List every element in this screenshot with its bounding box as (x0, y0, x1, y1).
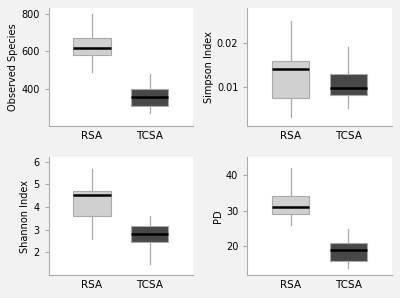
PathPatch shape (272, 60, 309, 97)
PathPatch shape (330, 243, 367, 260)
Y-axis label: Observed Species: Observed Species (8, 23, 18, 111)
PathPatch shape (330, 74, 367, 95)
PathPatch shape (73, 38, 110, 55)
PathPatch shape (131, 226, 168, 242)
Y-axis label: Shannon Index: Shannon Index (20, 180, 30, 253)
PathPatch shape (73, 191, 110, 216)
Y-axis label: Simpson Index: Simpson Index (204, 31, 214, 103)
PathPatch shape (272, 196, 309, 214)
PathPatch shape (131, 89, 168, 106)
Y-axis label: PD: PD (213, 209, 223, 223)
